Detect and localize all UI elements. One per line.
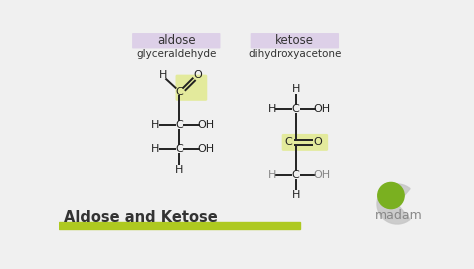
- Text: BIO: BIO: [382, 191, 400, 200]
- Text: H: H: [292, 84, 300, 94]
- Bar: [59, 222, 300, 229]
- Text: C: C: [285, 137, 292, 147]
- Text: H: H: [292, 190, 300, 200]
- Text: OH: OH: [313, 170, 330, 180]
- Text: glyceraldehyde: glyceraldehyde: [136, 49, 217, 59]
- Text: H: H: [151, 144, 160, 154]
- Text: OH: OH: [313, 104, 330, 114]
- Text: madam: madam: [375, 209, 423, 222]
- Text: H: H: [267, 104, 276, 114]
- Text: OH: OH: [197, 144, 214, 154]
- FancyBboxPatch shape: [175, 75, 207, 101]
- Text: H: H: [159, 70, 167, 80]
- Text: dihydroxyacetone: dihydroxyacetone: [248, 49, 342, 59]
- Text: O: O: [313, 137, 322, 147]
- Text: H: H: [175, 165, 183, 175]
- Text: ketose: ketose: [275, 34, 314, 47]
- Text: H: H: [267, 170, 276, 180]
- Circle shape: [378, 182, 404, 209]
- FancyBboxPatch shape: [132, 33, 220, 48]
- Text: aldose: aldose: [157, 34, 196, 47]
- Text: C: C: [175, 144, 183, 154]
- Text: C: C: [292, 104, 300, 114]
- FancyBboxPatch shape: [251, 33, 339, 48]
- Text: C: C: [175, 120, 183, 130]
- Text: O: O: [193, 70, 202, 80]
- Text: C: C: [175, 87, 183, 97]
- Wedge shape: [377, 184, 410, 224]
- Text: H: H: [151, 120, 160, 130]
- FancyBboxPatch shape: [282, 134, 328, 151]
- Text: Aldose and Ketose: Aldose and Ketose: [64, 210, 218, 225]
- Text: OH: OH: [197, 120, 214, 130]
- Text: C: C: [292, 170, 300, 180]
